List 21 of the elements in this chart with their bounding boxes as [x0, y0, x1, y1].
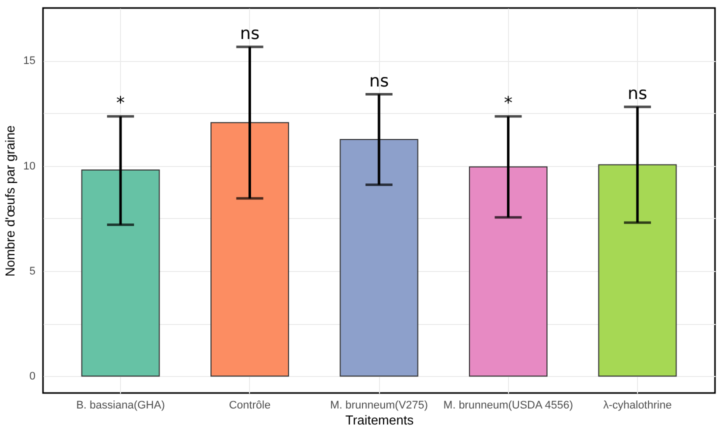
annotation: ns	[628, 84, 648, 104]
bar	[210, 122, 290, 377]
x-tick-label: λ-cyhalothrine	[603, 400, 672, 412]
annotation: ns	[369, 71, 389, 92]
bar	[81, 169, 160, 377]
x-axis-title: Traitements	[345, 412, 414, 428]
y-tick-label: 0	[29, 370, 36, 383]
annotation: *	[504, 93, 512, 114]
x-tick-label: M. brunneum(V275)	[330, 400, 428, 412]
y-tick-label: 15	[23, 55, 36, 68]
bar	[598, 164, 677, 377]
x-tick-label: M. brunneum(USDA 4556)	[443, 400, 574, 412]
bar	[468, 166, 548, 377]
y-axis-title: Nombre d'œufs par graine	[2, 125, 18, 277]
x-tick-label: B. bassiana(GHA)	[76, 400, 165, 412]
annotation: ns	[240, 24, 260, 44]
annotation: *	[116, 93, 125, 114]
y-tick-label: 5	[29, 265, 36, 278]
x-tick-label: Contrôle	[228, 400, 271, 412]
y-tick-label: 10	[23, 160, 36, 172]
bar	[340, 138, 418, 377]
